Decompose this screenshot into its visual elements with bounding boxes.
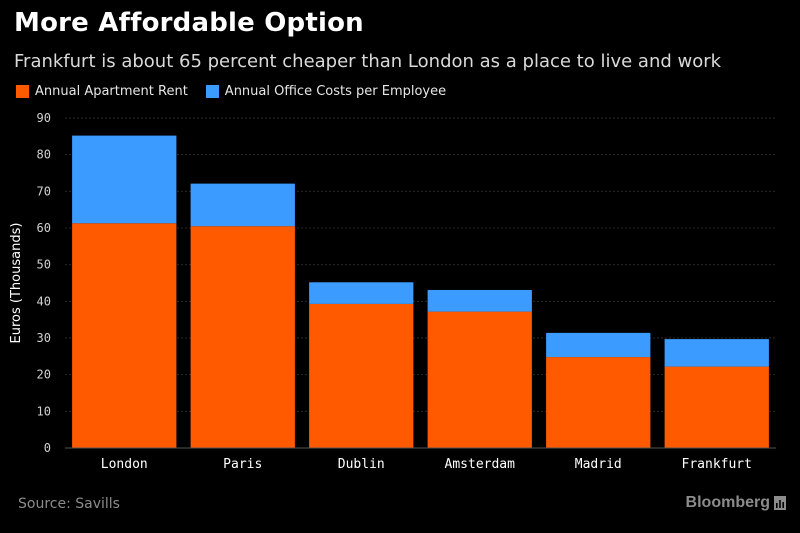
y-tick-label: 90 [37,111,51,125]
y-tick-label: 20 [37,368,51,382]
x-tick-label: Amsterdam [445,457,516,472]
bar-rent-madrid [546,357,651,448]
y-tick-label: 40 [37,294,51,308]
legend-swatch-office [205,85,219,98]
bar-office-paris [190,183,295,227]
chart-legend: Annual Apartment Rent Annual Office Cost… [16,84,446,99]
y-tick-label: 50 [37,258,51,272]
bar-rent-dublin [309,303,414,448]
legend-item-rent: Annual Apartment Rent [16,84,188,99]
bloomberg-logo-icon [774,496,786,510]
bar-rent-london [72,223,177,448]
y-axis-label: Euros (Thousands) [9,223,24,344]
y-tick-label: 70 [37,184,51,198]
chart-title: More Affordable Option [14,8,364,38]
y-tick-label: 0 [44,441,51,455]
x-tick-label: Dublin [338,457,385,472]
y-tick-label: 60 [37,221,51,235]
bar-office-madrid [546,332,651,358]
legend-swatch-rent [16,85,29,98]
legend-label-rent: Annual Apartment Rent [35,84,188,99]
x-tick-label: Frankfurt [682,457,752,472]
x-tick-label: London [101,457,148,472]
bar-office-dublin [309,282,414,304]
x-tick-label: Paris [223,457,262,472]
legend-label-office: Annual Office Costs per Employee [224,84,447,99]
x-tick-label: Madrid [575,457,622,472]
bar-office-frankfurt [664,339,769,367]
chart-subtitle: Frankfurt is about 65 percent cheaper th… [14,51,722,72]
bar-rent-amsterdam [427,311,532,448]
bloomberg-logo: Bloomberg [685,494,770,511]
y-tick-label: 80 [37,148,51,162]
y-tick-label: 30 [37,331,51,345]
source-note: Source: Savills [18,496,120,512]
bar-rent-frankfurt [664,366,769,448]
legend-item-office: Annual Office Costs per Employee [205,84,447,99]
bar-office-amsterdam [427,289,532,312]
bar-rent-paris [190,226,295,448]
y-tick-label: 10 [37,404,51,418]
bar-office-london [72,135,177,224]
